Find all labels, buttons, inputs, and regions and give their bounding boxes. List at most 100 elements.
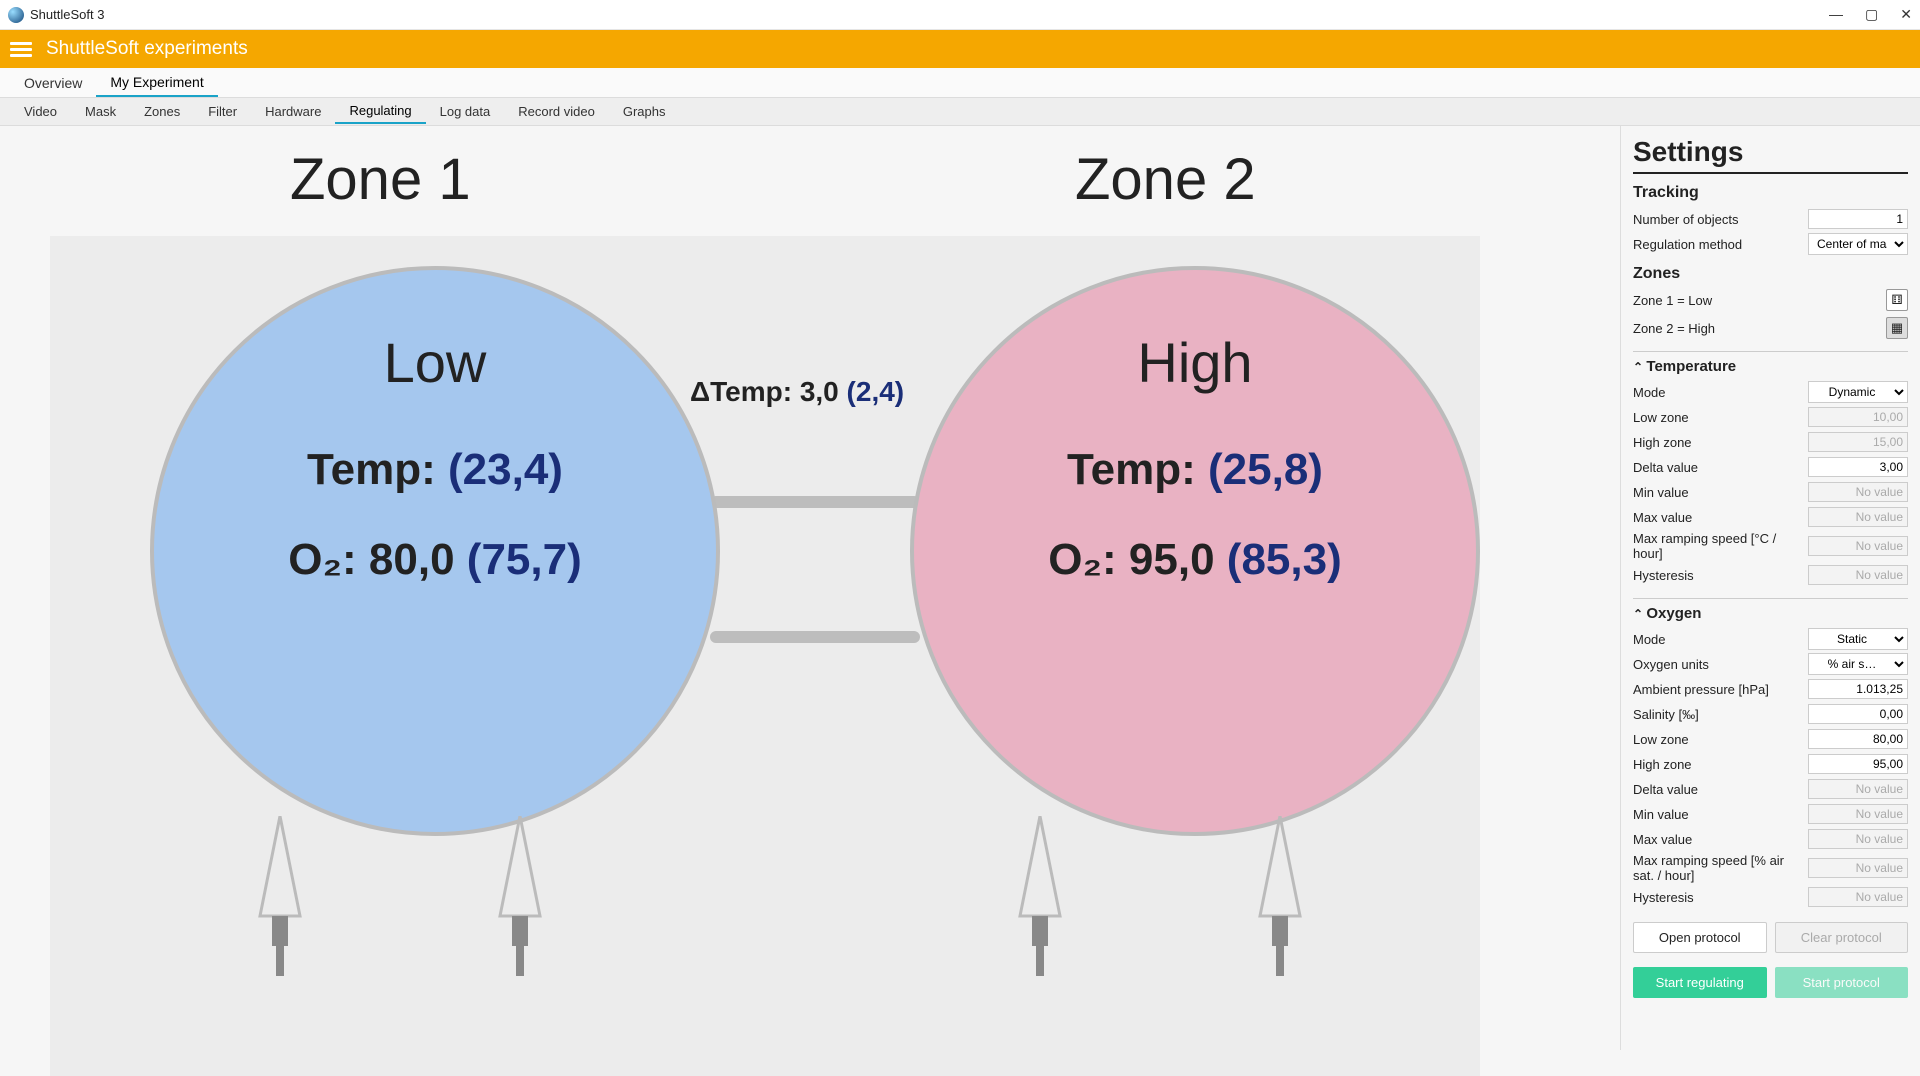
connector-tube [710,496,920,508]
settings-title: Settings [1633,136,1908,174]
temp-hyst-value[interactable]: No value [1808,565,1908,585]
o2-min-label: Min value [1633,807,1808,822]
secondary-tabs: Video Mask Zones Filter Hardware Regulat… [0,98,1920,126]
temp-max-value[interactable]: No value [1808,507,1908,527]
tube-icon [1010,816,1070,986]
tab-regulating[interactable]: Regulating [335,99,425,124]
zone2-assign-label: Zone 2 = High [1633,321,1715,336]
settings-panel: Settings Tracking Number of objects Regu… [1620,126,1920,1050]
o2-delta-label: Delta value [1633,782,1808,797]
app-name: ShuttleSoft experiments [46,38,248,60]
zone1-o2-label: O₂: [288,535,356,584]
tab-record-video[interactable]: Record video [504,100,609,123]
tube-icon [250,816,310,986]
o2-highzone-input[interactable] [1808,754,1908,774]
temp-ramp-value[interactable]: No value [1808,536,1908,556]
zone2-level: High [1137,330,1252,395]
temp-delta-input[interactable] [1808,457,1908,477]
tab-filter[interactable]: Filter [194,100,251,123]
tab-graphs[interactable]: Graphs [609,100,680,123]
temp-min-value[interactable]: No value [1808,482,1908,502]
zone2-title: Zone 2 [1075,146,1256,213]
app-icon [8,7,24,23]
zone1-o2-set: 80,0 [369,535,455,584]
zone1-assign-label: Zone 1 = Low [1633,293,1712,308]
menu-icon[interactable] [10,39,32,60]
zone1-circle: Low Temp: (23,4) O₂: 80,0 (75,7) [150,266,720,836]
delta-actual-value: (2,4) [847,376,905,407]
start-protocol-button: Start protocol [1775,967,1909,998]
regulating-view: Zone 1 Zone 2 ΔTemp: 3,0 (2,4) Low Temp:… [0,126,1620,1050]
close-icon[interactable]: ✕ [1900,6,1912,23]
reg-method-label: Regulation method [1633,237,1808,252]
o2-mode-select[interactable]: Static [1808,628,1908,650]
o2-units-select[interactable]: % air s… [1808,653,1908,675]
o2-salinity-label: Salinity [‰] [1633,707,1808,722]
zone1-title: Zone 1 [290,146,471,213]
temp-lowzone-label: Low zone [1633,410,1808,425]
zone2-o2-label: O₂: [1048,535,1116,584]
maximize-icon[interactable]: ▢ [1865,6,1878,23]
connector-tube [710,631,920,643]
minimize-icon[interactable]: — [1829,6,1843,23]
zone1-o2-actual: (75,7) [467,535,582,584]
temp-hyst-label: Hysteresis [1633,568,1808,583]
reg-method-select[interactable]: Center of mass [1808,233,1908,255]
oxygen-heading[interactable]: Oxygen [1633,598,1908,622]
zone2-circle: High Temp: (25,8) O₂: 95,0 (85,3) [910,266,1480,836]
delta-temp-label: ΔTemp: 3,0 (2,4) [690,376,904,408]
tube-icon [490,816,550,986]
zone-icon[interactable]: ▦ [1886,317,1908,339]
o2-hyst-label: Hysteresis [1633,890,1808,905]
primary-tabs: Overview My Experiment [0,68,1920,98]
window-titlebar: ShuttleSoft 3 — ▢ ✕ [0,0,1920,30]
temp-ramp-label: Max ramping speed [°C / hour] [1633,531,1808,561]
num-objects-input[interactable] [1808,209,1908,229]
zone1-temp: Temp: (23,4) [307,445,563,495]
tab-mask[interactable]: Mask [71,100,130,123]
temp-mode-select[interactable]: Dynamic [1808,381,1908,403]
o2-hyst-value[interactable]: No value [1808,887,1908,907]
start-regulating-button[interactable]: Start regulating [1633,967,1767,998]
temp-min-label: Min value [1633,485,1808,500]
o2-ramp-label: Max ramping speed [% air sat. / hour] [1633,853,1808,883]
tab-log-data[interactable]: Log data [426,100,505,123]
swap-zones-icon[interactable]: ⚅ [1886,289,1908,311]
o2-highzone-label: High zone [1633,757,1808,772]
temperature-heading[interactable]: Temperature [1633,351,1908,375]
delta-set-value: 3,0 [800,376,839,407]
zone2-o2-actual: (85,3) [1227,535,1342,584]
zone1-level: Low [384,330,487,395]
tracking-heading: Tracking [1633,184,1908,202]
o2-min-value: No value [1808,804,1908,824]
window-title: ShuttleSoft 3 [30,7,104,22]
temp-highzone-label: High zone [1633,435,1808,450]
delta-label-text: ΔTemp: [690,376,792,407]
o2-mode-label: Mode [1633,632,1808,647]
o2-max-value: No value [1808,829,1908,849]
tab-video[interactable]: Video [10,100,71,123]
temp-highzone-value: 15,00 [1808,432,1908,452]
temp-mode-label: Mode [1633,385,1808,400]
open-protocol-button[interactable]: Open protocol [1633,922,1767,953]
temp-max-label: Max value [1633,510,1808,525]
temp-lowzone-value: 10,00 [1808,407,1908,427]
zone2-temp: Temp: (25,8) [1067,445,1323,495]
o2-salinity-input[interactable] [1808,704,1908,724]
zone1-temp-label: Temp: [307,445,436,494]
app-header: ShuttleSoft experiments [0,30,1920,68]
tab-overview[interactable]: Overview [10,70,96,96]
o2-pressure-label: Ambient pressure [hPa] [1633,682,1808,697]
tab-hardware[interactable]: Hardware [251,100,335,123]
zone1-o2: O₂: 80,0 (75,7) [288,535,582,585]
o2-max-label: Max value [1633,832,1808,847]
zone2-temp-value: (25,8) [1208,445,1323,494]
zone1-temp-value: (23,4) [448,445,563,494]
o2-lowzone-input[interactable] [1808,729,1908,749]
zone2-o2: O₂: 95,0 (85,3) [1048,535,1342,585]
tab-my-experiment[interactable]: My Experiment [96,69,217,97]
num-objects-label: Number of objects [1633,212,1808,227]
tab-zones[interactable]: Zones [130,100,194,123]
o2-pressure-input[interactable] [1808,679,1908,699]
clear-protocol-button: Clear protocol [1775,922,1909,953]
